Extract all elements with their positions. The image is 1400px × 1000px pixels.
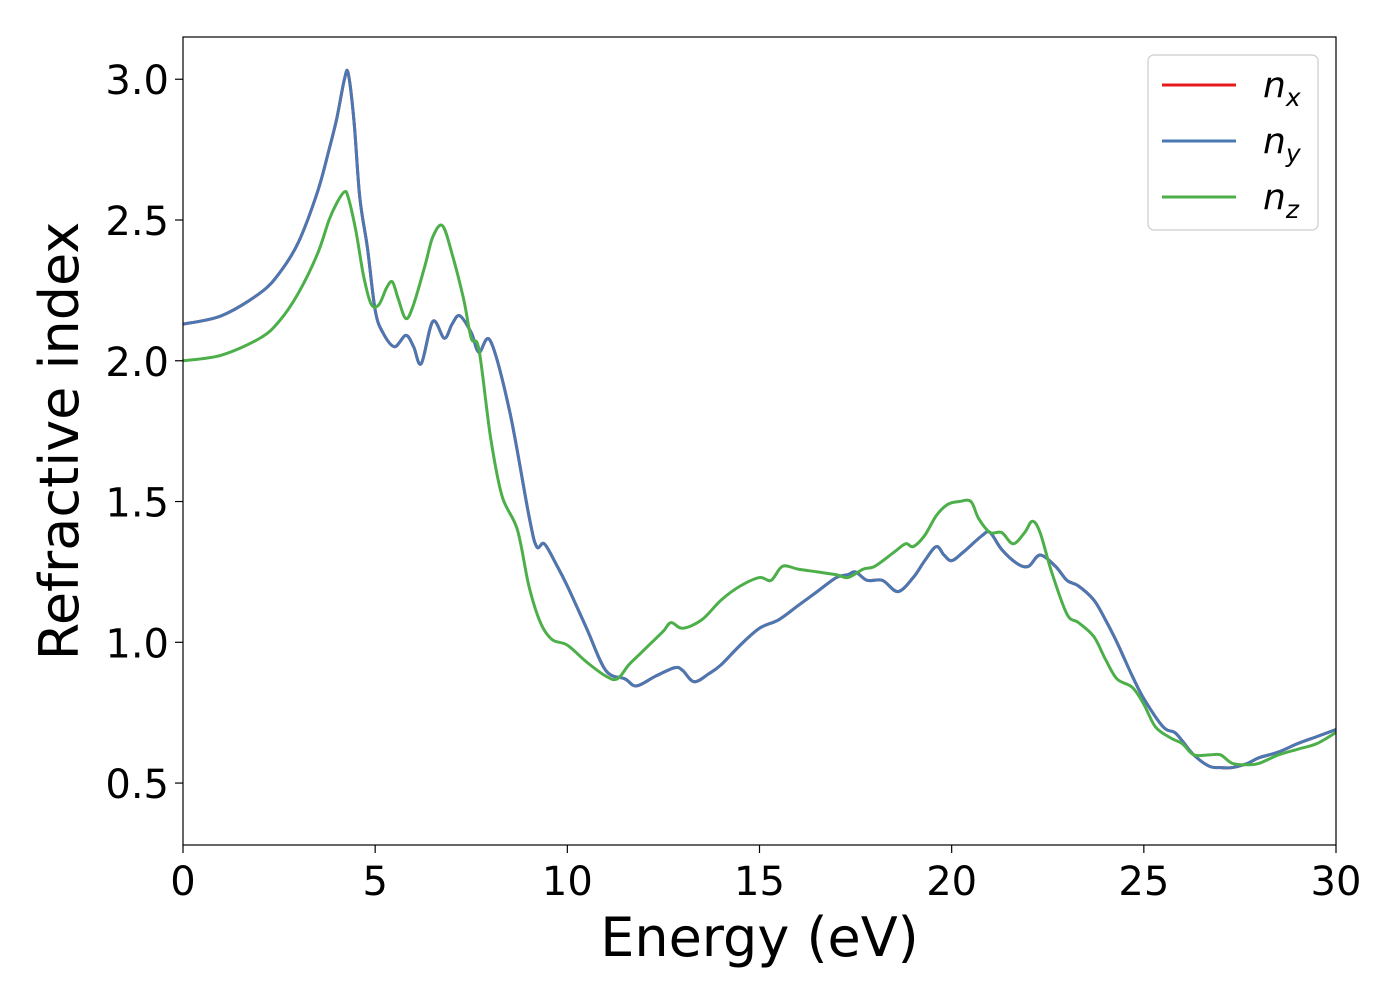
y-tick-label: 1.5 [105, 481, 169, 527]
y-tick-label: 2.0 [105, 340, 169, 386]
y-axis-title: Refractive index [28, 222, 91, 661]
y-tick-label: 1.0 [105, 621, 169, 667]
series-line-n-z [183, 189, 1336, 767]
plot-area [183, 68, 1336, 770]
x-tick-label: 5 [362, 859, 387, 905]
x-tick-label: 15 [734, 859, 785, 905]
y-tick-label: 0.5 [105, 762, 169, 808]
x-axis-title: Energy (eV) [600, 906, 919, 969]
x-tick-label: 30 [1311, 859, 1362, 905]
legend: nx ny nz [1147, 54, 1319, 231]
x-tick-label: 0 [170, 859, 195, 905]
x-tick-label: 25 [1118, 859, 1169, 905]
legend-label-n-y: ny [1263, 121, 1302, 168]
y-tick-label: 3.0 [105, 58, 169, 104]
x-tick-label: 10 [542, 859, 593, 905]
series-line-n-y [183, 68, 1336, 770]
legend-label-n-x: nx [1263, 65, 1301, 112]
x-tick-label: 20 [926, 859, 977, 905]
axes: 0 5 10 15 20 25 30 0.5 1.0 1.5 2.0 2.5 3.0 [105, 36, 1362, 905]
legend-label-n-z: nz [1263, 177, 1300, 224]
y-tick-label: 2.5 [105, 199, 169, 245]
